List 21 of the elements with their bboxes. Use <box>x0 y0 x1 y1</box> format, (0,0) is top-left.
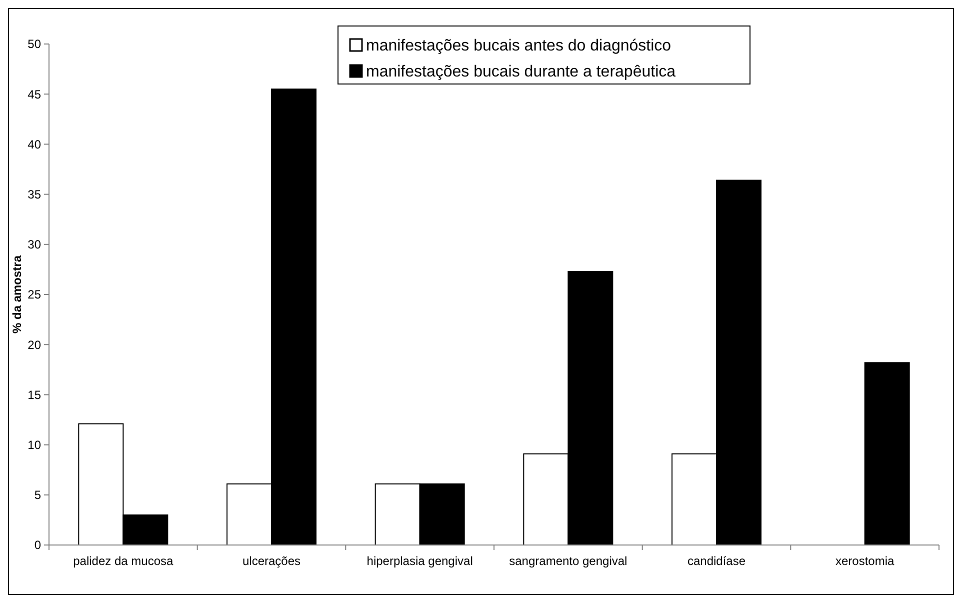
x-tick-label: xerostomia <box>835 554 895 568</box>
y-tick-label: 20 <box>28 338 42 352</box>
y-tick-label: 0 <box>34 538 42 552</box>
y-tick-label: 40 <box>28 137 42 152</box>
legend-label: manifestações bucais durante a terapêutica <box>366 64 676 81</box>
bar <box>864 362 910 546</box>
x-tick-label: hiperplasia gengival <box>366 554 473 568</box>
legend-label: manifestações bucais antes do diagnóstico <box>366 38 672 55</box>
y-tick-label: 30 <box>28 238 42 252</box>
x-tick-label: palidez da mucosa <box>73 554 174 568</box>
y-tick-label: 50 <box>28 37 42 52</box>
x-tick-label: sangramento gengival <box>509 554 628 568</box>
y-tick-label: 10 <box>28 438 42 452</box>
y-tick-label: 15 <box>28 388 42 402</box>
y-axis-title: % da amostra <box>10 255 24 334</box>
y-tick-label: 45 <box>28 87 42 102</box>
y-tick-label: 5 <box>34 488 42 502</box>
x-tick-label: candidíase <box>687 554 746 568</box>
y-tick-label: 25 <box>28 288 42 302</box>
y-tick-label: 35 <box>28 188 42 202</box>
x-tick-label: ulcerações <box>242 554 301 568</box>
